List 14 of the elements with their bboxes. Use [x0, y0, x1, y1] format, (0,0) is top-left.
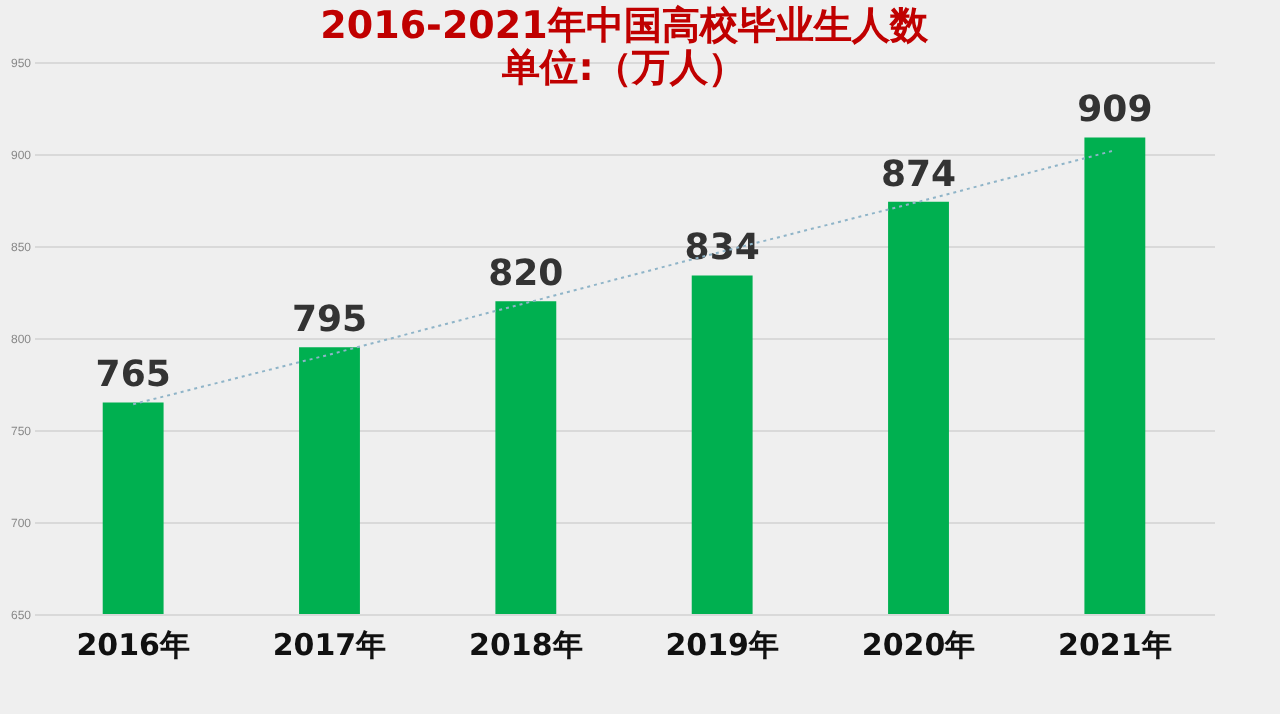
data-label: 765	[95, 354, 171, 397]
x-tick-label: 2020年	[861, 627, 976, 663]
data-label: 820	[488, 253, 564, 296]
chart-subtitle: 单位:（万人）	[500, 46, 746, 90]
x-tick-label: 2019年	[665, 627, 779, 663]
data-label: 795	[291, 299, 368, 342]
x-tick-label: 2016年	[76, 627, 190, 663]
x-tick-label: 2018年	[469, 627, 583, 663]
data-label: 874	[880, 153, 957, 196]
data-label: 834	[684, 227, 760, 270]
chart-title: 2016-2021年中国高校毕业生人数	[320, 4, 930, 48]
x-tick-label: 2021年	[1058, 627, 1172, 663]
x-tick-label: 2017年	[272, 627, 387, 663]
data-label: 909	[1077, 89, 1153, 132]
